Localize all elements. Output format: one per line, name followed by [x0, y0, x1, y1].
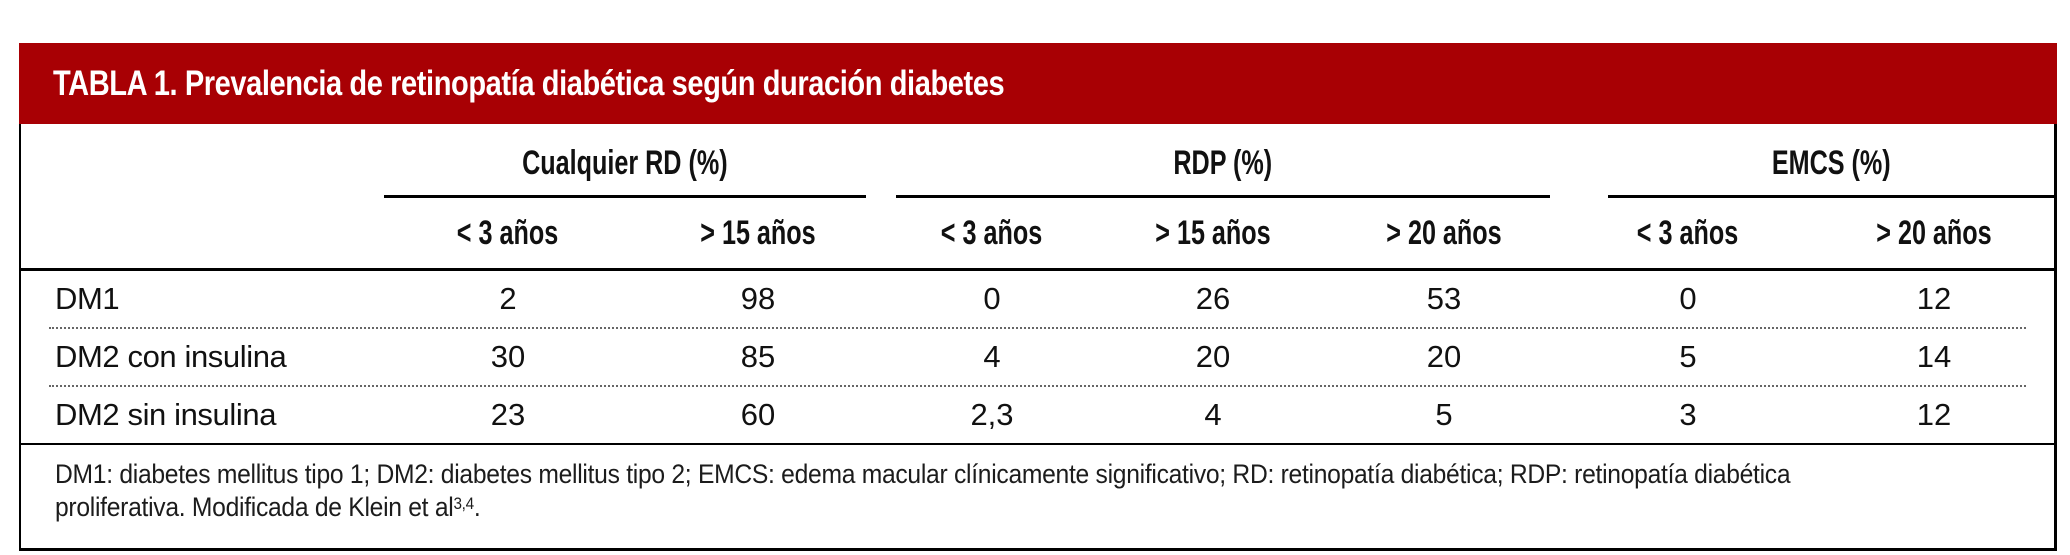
cell-value: 53 — [1426, 281, 1462, 316]
group-cell-rdp: RDP (%) — [884, 124, 1562, 198]
table-title-bar: TABLA 1. Prevalencia de retinopatía diab… — [19, 43, 2057, 124]
group-cell-cualquier-rd: Cualquier RD (%) — [384, 124, 884, 198]
group-underline-cualquier-rd: Cualquier RD (%) — [384, 124, 866, 198]
footnote-line-1: DM1: diabetes mellitus tipo 1; DM2: diab… — [55, 459, 1791, 489]
cell-value: 0 — [983, 281, 1001, 316]
cell-value: 20 — [1195, 339, 1231, 374]
group-label-cualquier-rd: Cualquier RD (%) — [522, 144, 728, 182]
dotted-rule — [49, 327, 2026, 329]
subheader-col-4: > 15 años — [1100, 198, 1326, 271]
group-header-row: Cualquier RD (%) RDP (%) EMCS (%) — [21, 124, 2054, 198]
cell-value: 3 — [1679, 397, 1697, 432]
cell-value: 2,3 — [970, 397, 1014, 432]
subheader-col-1: < 3 años — [384, 198, 632, 271]
row-label: DM2 sin insulina — [55, 397, 277, 432]
table-row-dm1: DM1 2 98 0 26 53 0 12 — [21, 270, 2054, 328]
table-row-dm2-con-insulina: DM2 con insulina 30 85 4 20 20 5 14 — [21, 329, 2054, 385]
subheader-empty — [21, 198, 384, 271]
cell-value: 5 — [1435, 397, 1453, 432]
group-label-rdp: RDP (%) — [1173, 144, 1273, 182]
cell-value: 26 — [1195, 281, 1231, 316]
dotted-rule — [49, 385, 2026, 387]
footnote-period: . — [473, 492, 481, 522]
separator-cell — [21, 327, 2054, 329]
table-header: Cualquier RD (%) RDP (%) EMCS (%) — [21, 124, 2054, 271]
footnote-line-2: proliferativa. Modificada de Klein et al… — [55, 491, 1895, 528]
subheader-col-3: < 3 años — [884, 198, 1100, 271]
row-separator — [21, 327, 2054, 329]
table-frame: Cualquier RD (%) RDP (%) EMCS (%) — [19, 124, 2057, 551]
row-separator — [21, 385, 2054, 387]
group-cell-emcs: EMCS (%) — [1562, 124, 2054, 198]
cell-value: 2 — [499, 281, 517, 316]
cell-value: 5 — [1679, 339, 1697, 374]
subheader-col-5: > 20 años — [1326, 198, 1562, 271]
group-underline-emcs: EMCS (%) — [1608, 124, 2054, 198]
cell-value: 12 — [1916, 397, 1952, 432]
table-card: TABLA 1. Prevalencia de retinopatía diab… — [19, 43, 2057, 551]
data-table: Cualquier RD (%) RDP (%) EMCS (%) — [21, 124, 2054, 443]
cell-value: 4 — [983, 339, 1001, 374]
cell-value: 12 — [1916, 281, 1952, 316]
cell-value: 23 — [490, 397, 526, 432]
table-row-dm2-sin-insulina: DM2 sin insulina 23 60 2,3 4 5 3 12 — [21, 387, 2054, 443]
table-body: DM1 2 98 0 26 53 0 12 DM2 con insulina 3… — [21, 270, 2054, 444]
subheader-col-6: < 3 años — [1562, 198, 1814, 271]
group-label-emcs: EMCS (%) — [1771, 144, 1891, 182]
table-title: TABLA 1. Prevalencia de retinopatía diab… — [53, 63, 1005, 103]
row-label: DM1 — [55, 281, 120, 316]
cell-value: 85 — [740, 339, 776, 374]
row-label: DM2 con insulina — [55, 339, 287, 374]
subheader-col-7: > 20 años — [1814, 198, 2054, 271]
cell-value: 98 — [740, 281, 776, 316]
cell-value: 60 — [740, 397, 776, 432]
subheader-row: < 3 años > 15 años < 3 años > 15 años > … — [21, 198, 2054, 271]
subheader-label: > 15 años — [1155, 213, 1271, 252]
group-underline-rdp: RDP (%) — [896, 124, 1550, 198]
cell-value: 20 — [1426, 339, 1462, 374]
cell-value: 0 — [1679, 281, 1697, 316]
separator-cell — [21, 385, 2054, 387]
cell-value: 14 — [1916, 339, 1952, 374]
subheader-label: < 3 años — [457, 213, 559, 252]
subheader-col-2: > 15 años — [632, 198, 884, 271]
footnote-citation-superscript: 3,4 — [453, 494, 474, 513]
cell-value: 30 — [490, 339, 526, 374]
footnote-line-2-text: proliferativa. Modificada de Klein et al — [55, 492, 454, 522]
subheader-label: > 20 años — [1386, 213, 1502, 252]
subheader-label: < 3 años — [1637, 213, 1739, 252]
cell-value: 4 — [1204, 397, 1222, 432]
table-footnote: DM1: diabetes mellitus tipo 1; DM2: diab… — [21, 443, 2054, 548]
subheader-label: > 15 años — [700, 213, 816, 252]
subheader-label: > 20 años — [1876, 213, 1992, 252]
corner-cell — [21, 124, 384, 198]
subheader-label: < 3 años — [941, 213, 1043, 252]
